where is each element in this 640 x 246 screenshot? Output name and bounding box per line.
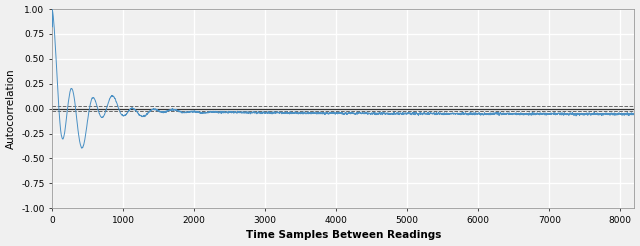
Y-axis label: Autocorrelation: Autocorrelation [6, 68, 15, 149]
X-axis label: Time Samples Between Readings: Time Samples Between Readings [246, 231, 441, 240]
